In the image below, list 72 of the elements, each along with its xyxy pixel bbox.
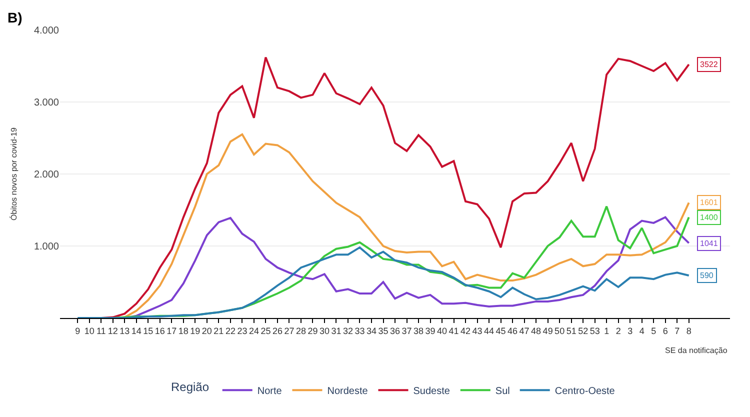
- x-tick-label: 45: [496, 326, 506, 336]
- x-tick-label: 1: [604, 326, 610, 336]
- legend-label: Centro-Oeste: [554, 386, 616, 397]
- x-tick-label: 5: [651, 326, 656, 336]
- x-tick-label: 36: [390, 326, 400, 336]
- x-tick-label: 47: [519, 326, 530, 336]
- x-tick-label: 13: [120, 326, 130, 336]
- x-tick-label: 2: [616, 326, 621, 336]
- data-label: 1601: [700, 198, 718, 207]
- x-tick-label: 29: [308, 326, 318, 336]
- x-tick-label: 21: [214, 326, 224, 336]
- x-tick-label: 6: [662, 326, 668, 336]
- y-axis-title: Óbitos novos por covid-19: [10, 126, 19, 220]
- y-tick-label: 3.000: [34, 98, 60, 108]
- legend-label: Sudeste: [413, 386, 450, 397]
- x-tick-label: 12: [108, 326, 118, 336]
- x-tick-label: 24: [248, 326, 259, 336]
- x-tick-label: 4: [639, 326, 644, 336]
- x-tick-label: 27: [284, 326, 294, 336]
- x-tick-label: 38: [414, 326, 424, 336]
- y-tick-label: 1.000: [34, 242, 60, 252]
- x-tick-label: 34: [366, 326, 376, 336]
- x-tick-label: 9: [75, 326, 80, 336]
- x-tick-label: 18: [178, 326, 188, 336]
- x-tick-label: 17: [166, 326, 177, 336]
- x-tick-label: 50: [554, 326, 565, 336]
- x-tick-label: 31: [331, 326, 342, 336]
- legend-label: Norte: [257, 386, 282, 397]
- x-tick-label: 22: [225, 326, 236, 336]
- y-tick-label: 4.000: [34, 26, 60, 36]
- x-tick-label: 32: [342, 326, 353, 336]
- x-tick-label: 30: [319, 326, 330, 336]
- line-series: [76, 246, 690, 318]
- x-tick-label: 42: [460, 326, 471, 336]
- x-tick-label: 28: [296, 326, 306, 336]
- x-tick-label: 8: [686, 326, 692, 336]
- legend-label: Nordeste: [327, 386, 368, 397]
- x-tick-label: 49: [542, 326, 553, 336]
- data-label: 590: [700, 271, 714, 280]
- x-tick-label: 46: [508, 326, 518, 336]
- data-label: 1400: [700, 213, 718, 222]
- x-tick-label: 39: [425, 326, 436, 336]
- x-tick-label: 53: [590, 326, 600, 336]
- x-tick-label: 3: [628, 326, 633, 336]
- x-tick-label: 15: [143, 326, 154, 336]
- x-tick-label: 16: [154, 326, 165, 336]
- x-tick-label: 35: [378, 326, 388, 336]
- legend-label: Sul: [495, 386, 510, 397]
- x-tick-label: 10: [84, 326, 94, 336]
- x-tick-label: 37: [402, 326, 412, 336]
- data-label: 3522: [700, 60, 718, 69]
- x-tick-label: 25: [260, 326, 271, 336]
- legend-title: Região: [171, 380, 210, 394]
- y-tick-label: 2.000: [34, 170, 60, 180]
- x-tick-label: 52: [578, 326, 588, 336]
- x-tick-label: 48: [531, 326, 542, 336]
- x-tick-label: 23: [237, 326, 248, 336]
- x-tick-label: 43: [472, 326, 482, 336]
- x-tick-label: 14: [131, 326, 142, 336]
- x-tick-label: 20: [202, 326, 212, 336]
- x-tick-label: 40: [437, 326, 448, 336]
- chart-title: B): [8, 9, 22, 26]
- data-label: 1041: [700, 239, 718, 248]
- x-tick-label: 26: [272, 326, 282, 336]
- x-tick-label: 51: [566, 326, 576, 336]
- x-tick-label: 44: [484, 326, 494, 336]
- x-axis-title: SE da notificação: [665, 346, 728, 355]
- x-tick-label: 19: [190, 326, 200, 336]
- x-tick-label: 41: [448, 326, 459, 336]
- x-tick-label: 33: [354, 326, 365, 336]
- x-tick-label: 7: [674, 326, 680, 336]
- x-tick-label: 11: [96, 326, 106, 336]
